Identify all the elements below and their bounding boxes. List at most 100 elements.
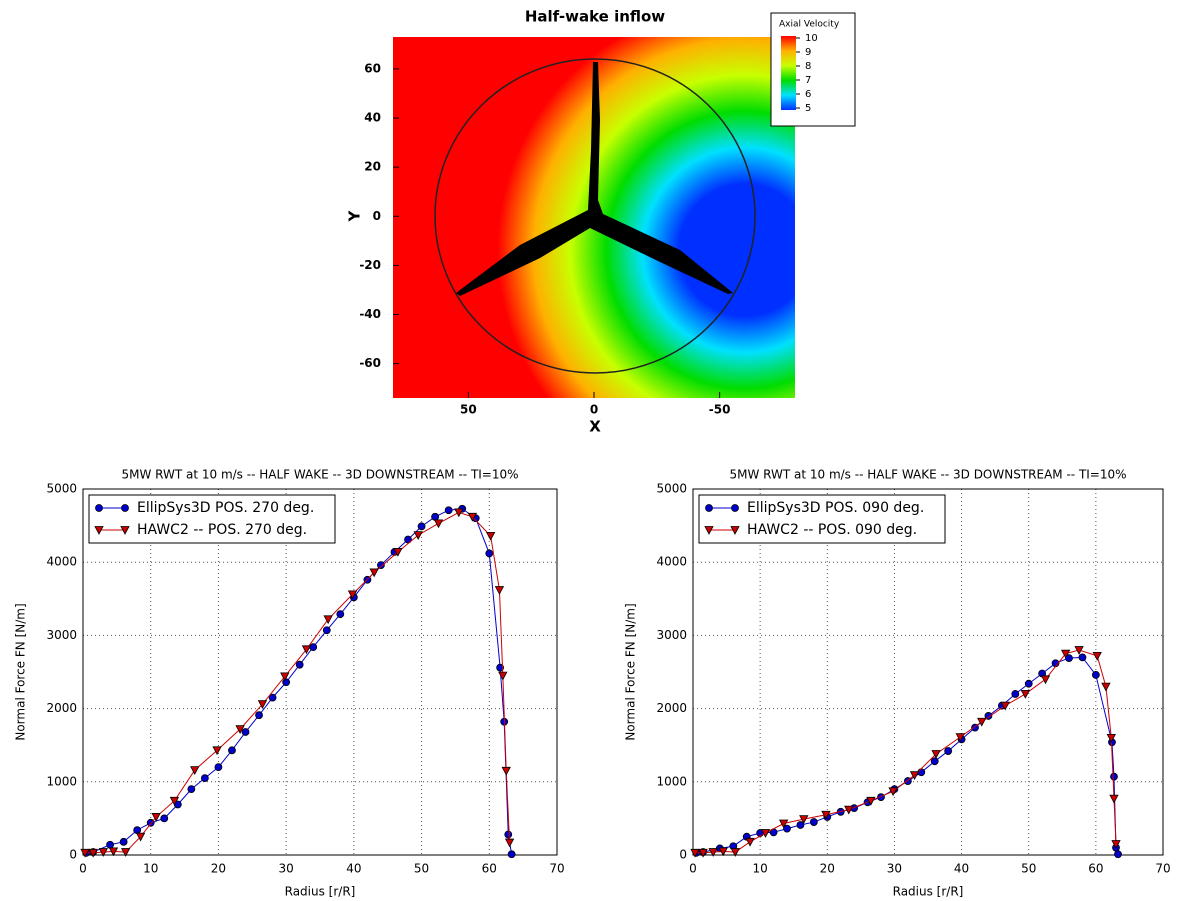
series-line [85,511,511,854]
marker [88,848,98,858]
y-tick-label: 20 [364,160,381,174]
marker [504,838,515,848]
marker [169,796,180,806]
x-tick-label: 20 [820,862,835,876]
y-tick-label: 1000 [656,774,687,788]
marker [301,645,312,655]
marker [796,821,805,829]
marker [187,785,196,794]
marker [467,512,478,522]
x-tick-label: -50 [709,403,731,417]
marker [393,548,403,557]
y-tick-label: 5000 [656,482,687,496]
legend-label: EllipSys3D POS. 270 deg. [137,500,314,516]
x-tick-label: 0 [590,403,598,417]
colorbar-tick-label: 6 [805,89,811,100]
legend-label: HAWC2 -- POS. 090 deg. [747,522,917,538]
marker [745,837,755,847]
marker [778,819,789,829]
marker [708,848,718,857]
marker [413,531,423,540]
colorbar-tick-label: 10 [805,33,818,44]
colorbar-tick-label: 9 [805,47,811,58]
marker [760,829,771,838]
marker [1101,682,1111,692]
marker [255,711,263,720]
marker [944,747,953,755]
marker [705,504,713,512]
marker [369,568,379,578]
x-tick-label: 40 [954,862,969,876]
colorbar-title: Axial Velocity [779,20,840,30]
y-tick-label: 40 [364,111,381,125]
marker [119,837,128,846]
marker [347,590,358,600]
marker [485,531,496,541]
marker [821,810,831,820]
y-tick-label: 4000 [46,555,77,569]
marker [1024,679,1033,688]
x-tick-label: 50 [1021,862,1036,876]
marker [135,832,146,842]
x-tick-label: 40 [346,862,361,876]
marker [309,643,318,652]
marker [977,717,987,727]
x-tick-label: 50 [414,862,429,876]
x-tick-label: 0 [79,862,87,876]
marker [698,848,708,858]
marker [431,512,440,521]
marker [485,549,494,558]
y-tick-label: 3000 [656,628,687,642]
y-tick-label: -60 [359,356,381,370]
marker [241,728,250,736]
y-tick-label: -20 [359,258,381,272]
marker [690,848,700,858]
marker [930,757,939,766]
marker [1092,651,1102,661]
y-axis-label: Normal Force FN [N/m] [624,603,638,740]
marker [190,766,200,775]
series-line [695,649,1117,854]
x-axis-label: Radius [r/R] [893,885,964,899]
x-tick-label: 50 [460,403,477,417]
y-tick-label: 3000 [46,628,77,642]
y-axis-label: Y [346,209,364,222]
x-tick-label: 20 [211,862,226,876]
x-tick-label: 70 [1155,862,1170,876]
marker [444,506,453,515]
marker [1078,653,1087,662]
chart-title: Half-wake inflow [525,8,665,26]
blades [456,62,733,296]
marker [212,746,222,756]
marker [108,847,119,857]
series-line [696,656,1119,855]
marker [718,847,728,857]
series-line [86,508,513,855]
x-tick-label: 60 [1088,862,1103,876]
marker [322,626,331,635]
marker [1110,772,1118,781]
marker [704,526,714,535]
y-tick-label: -40 [359,307,381,321]
y-tick-label: 2000 [46,701,77,715]
y-tick-label: 4000 [656,555,687,569]
marker [984,712,993,720]
marker [1020,690,1031,699]
marker [214,763,223,772]
marker [433,519,444,529]
marker [280,672,290,682]
marker [955,733,965,742]
marker [496,663,505,672]
marker [106,840,114,849]
marker [504,830,513,839]
legend-label: HAWC2 -- POS. 270 deg. [137,522,307,538]
marker [151,813,161,822]
marker [454,508,464,518]
marker [98,848,108,857]
marker [498,671,508,681]
marker [888,787,898,797]
y-axis-label: Normal Force FN [N/m] [14,603,28,740]
legend-label: EllipSys3D POS. 090 deg. [747,500,924,516]
x-tick-label: 60 [482,862,497,876]
